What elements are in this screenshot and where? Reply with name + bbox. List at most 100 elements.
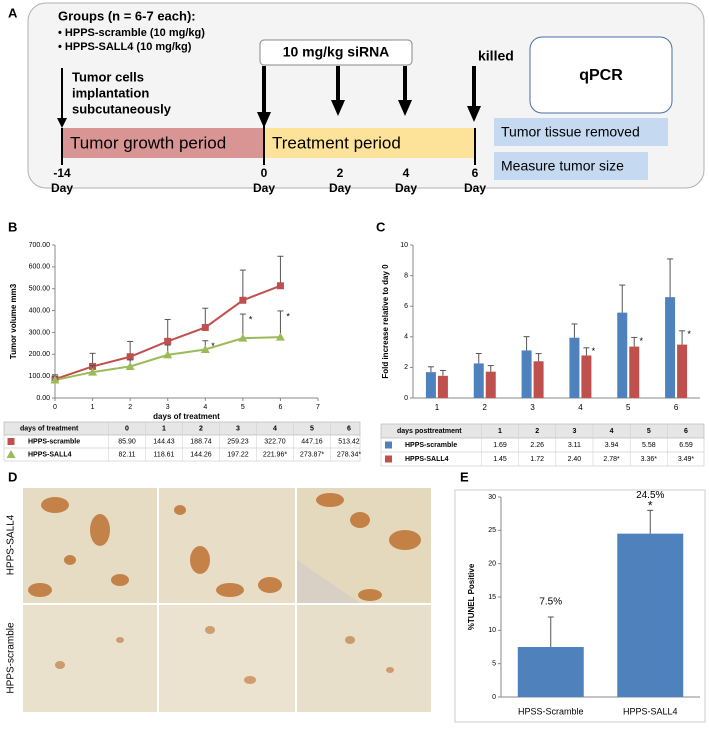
x-tick-label: 2 bbox=[483, 403, 488, 412]
y-tick-label: 100.00 bbox=[29, 373, 51, 380]
end-label: killed bbox=[478, 48, 514, 64]
y-tick-label: 200.00 bbox=[29, 351, 51, 358]
table-frame bbox=[380, 423, 705, 467]
significance: * bbox=[687, 329, 691, 339]
table-col-header: 2 bbox=[199, 425, 203, 432]
marker bbox=[50, 375, 60, 384]
y-tick-label: 2 bbox=[404, 364, 408, 371]
table-value: 3.94 bbox=[605, 442, 619, 449]
marker bbox=[126, 353, 134, 361]
marker bbox=[125, 361, 135, 370]
micrograph bbox=[297, 605, 431, 712]
y-tick-label: 400.00 bbox=[29, 307, 51, 314]
y-axis-label: %TUNEL Positive bbox=[467, 563, 476, 630]
x-tick-label: 2 bbox=[128, 404, 132, 411]
table-col-header: 6 bbox=[347, 425, 351, 432]
y-tick-label: 4 bbox=[404, 334, 408, 341]
start-label: implantation bbox=[72, 85, 149, 100]
marker bbox=[276, 282, 284, 290]
legend-swatch bbox=[385, 441, 392, 449]
marker bbox=[6, 450, 16, 458]
table-col-header: 2 bbox=[535, 428, 539, 435]
x-tick-label: 0 bbox=[53, 404, 57, 411]
table-value: 2.40 bbox=[568, 456, 582, 463]
legend-label: HPPS-scramble bbox=[28, 438, 80, 445]
table-col-header: 1 bbox=[162, 425, 166, 432]
significance: * bbox=[648, 499, 653, 513]
group-item: • HPPS-SALL4 (10 mg/kg) bbox=[58, 41, 192, 53]
day-unit: Day bbox=[464, 181, 486, 195]
x-tick-label: HPSS-Scramble bbox=[518, 706, 584, 716]
table-value: 447.16 bbox=[301, 438, 323, 445]
table-col-header: 3 bbox=[236, 425, 240, 432]
treatment-label: 10 mg/kg siRNA bbox=[283, 44, 390, 60]
x-tick-label: 3 bbox=[166, 404, 170, 411]
value-label: 7.5% bbox=[539, 597, 562, 608]
assay-box bbox=[529, 36, 673, 114]
panel-label: B bbox=[8, 219, 17, 234]
panel-label: C bbox=[376, 219, 386, 234]
table-value: 188.74 bbox=[190, 438, 212, 445]
x-tick-label: HPPS-SALL4 bbox=[623, 706, 678, 716]
marker bbox=[88, 367, 98, 376]
y-tick-label: 0 bbox=[404, 395, 408, 402]
table-value: 197.22 bbox=[227, 451, 249, 458]
table-frame bbox=[3, 421, 361, 462]
stain bbox=[28, 493, 421, 601]
bar bbox=[473, 363, 484, 398]
bar bbox=[665, 297, 676, 398]
marker bbox=[200, 344, 210, 353]
micrographs: HPPS-SALL4 HPPS-scramble bbox=[6, 488, 431, 712]
treatment-period bbox=[264, 128, 475, 158]
day-unit: Day bbox=[253, 181, 275, 195]
table-col-header: 3 bbox=[572, 428, 576, 435]
arrow-head bbox=[331, 100, 345, 116]
y-tick-label: 300.00 bbox=[29, 329, 51, 336]
endpoint-box bbox=[494, 152, 648, 180]
period-label: Treatment period bbox=[272, 133, 401, 152]
x-tick-label: 6 bbox=[674, 403, 679, 412]
day-number: 6 bbox=[472, 166, 479, 180]
y-axis-label: Tumor volume mm3 bbox=[9, 283, 18, 359]
table-value: 6.59 bbox=[679, 442, 693, 449]
table-col-header: 0 bbox=[125, 425, 129, 432]
table-value: 221.96* bbox=[263, 451, 287, 458]
day-number: 4 bbox=[403, 166, 410, 180]
legend-label: HPPS-SALL4 bbox=[28, 451, 72, 458]
panel-frame bbox=[454, 489, 706, 723]
bar bbox=[425, 372, 436, 398]
y-tick-label: 20 bbox=[488, 561, 496, 568]
day-unit: Day bbox=[329, 181, 351, 195]
table-value: 322.70 bbox=[264, 438, 286, 445]
y-tick-label: 6 bbox=[404, 303, 408, 310]
bar bbox=[569, 337, 580, 398]
significance: * bbox=[286, 311, 290, 321]
bar bbox=[629, 346, 640, 398]
y-tick-label: 10 bbox=[400, 242, 408, 249]
marker bbox=[239, 296, 247, 304]
marker bbox=[7, 438, 15, 445]
significance: * bbox=[639, 336, 643, 346]
day-number: 2 bbox=[337, 166, 344, 180]
table-value: 1.72 bbox=[530, 456, 544, 463]
legend-label: HPPS-scramble bbox=[405, 442, 457, 449]
micrograph bbox=[159, 605, 295, 712]
table-col-header: 6 bbox=[684, 428, 688, 435]
endpoint-box bbox=[494, 118, 668, 146]
arrow-head bbox=[467, 106, 481, 122]
day-unit: Day bbox=[51, 181, 73, 195]
table-value: 513.42 bbox=[338, 438, 360, 445]
bar bbox=[517, 647, 584, 697]
table-col-header: 5 bbox=[310, 425, 314, 432]
table-value: 118.61 bbox=[154, 451, 175, 458]
x-tick-label: 4 bbox=[203, 404, 207, 411]
table-value: 5.58 bbox=[642, 442, 656, 449]
significance: * bbox=[211, 341, 215, 351]
x-tick-label: 4 bbox=[578, 403, 583, 412]
arrow-head bbox=[57, 118, 67, 128]
table-value: 278.34* bbox=[337, 451, 361, 458]
start-label: subcutaneously bbox=[72, 101, 172, 116]
assay-label: qPCR bbox=[579, 67, 623, 84]
table-value: 2.78* bbox=[603, 456, 620, 463]
